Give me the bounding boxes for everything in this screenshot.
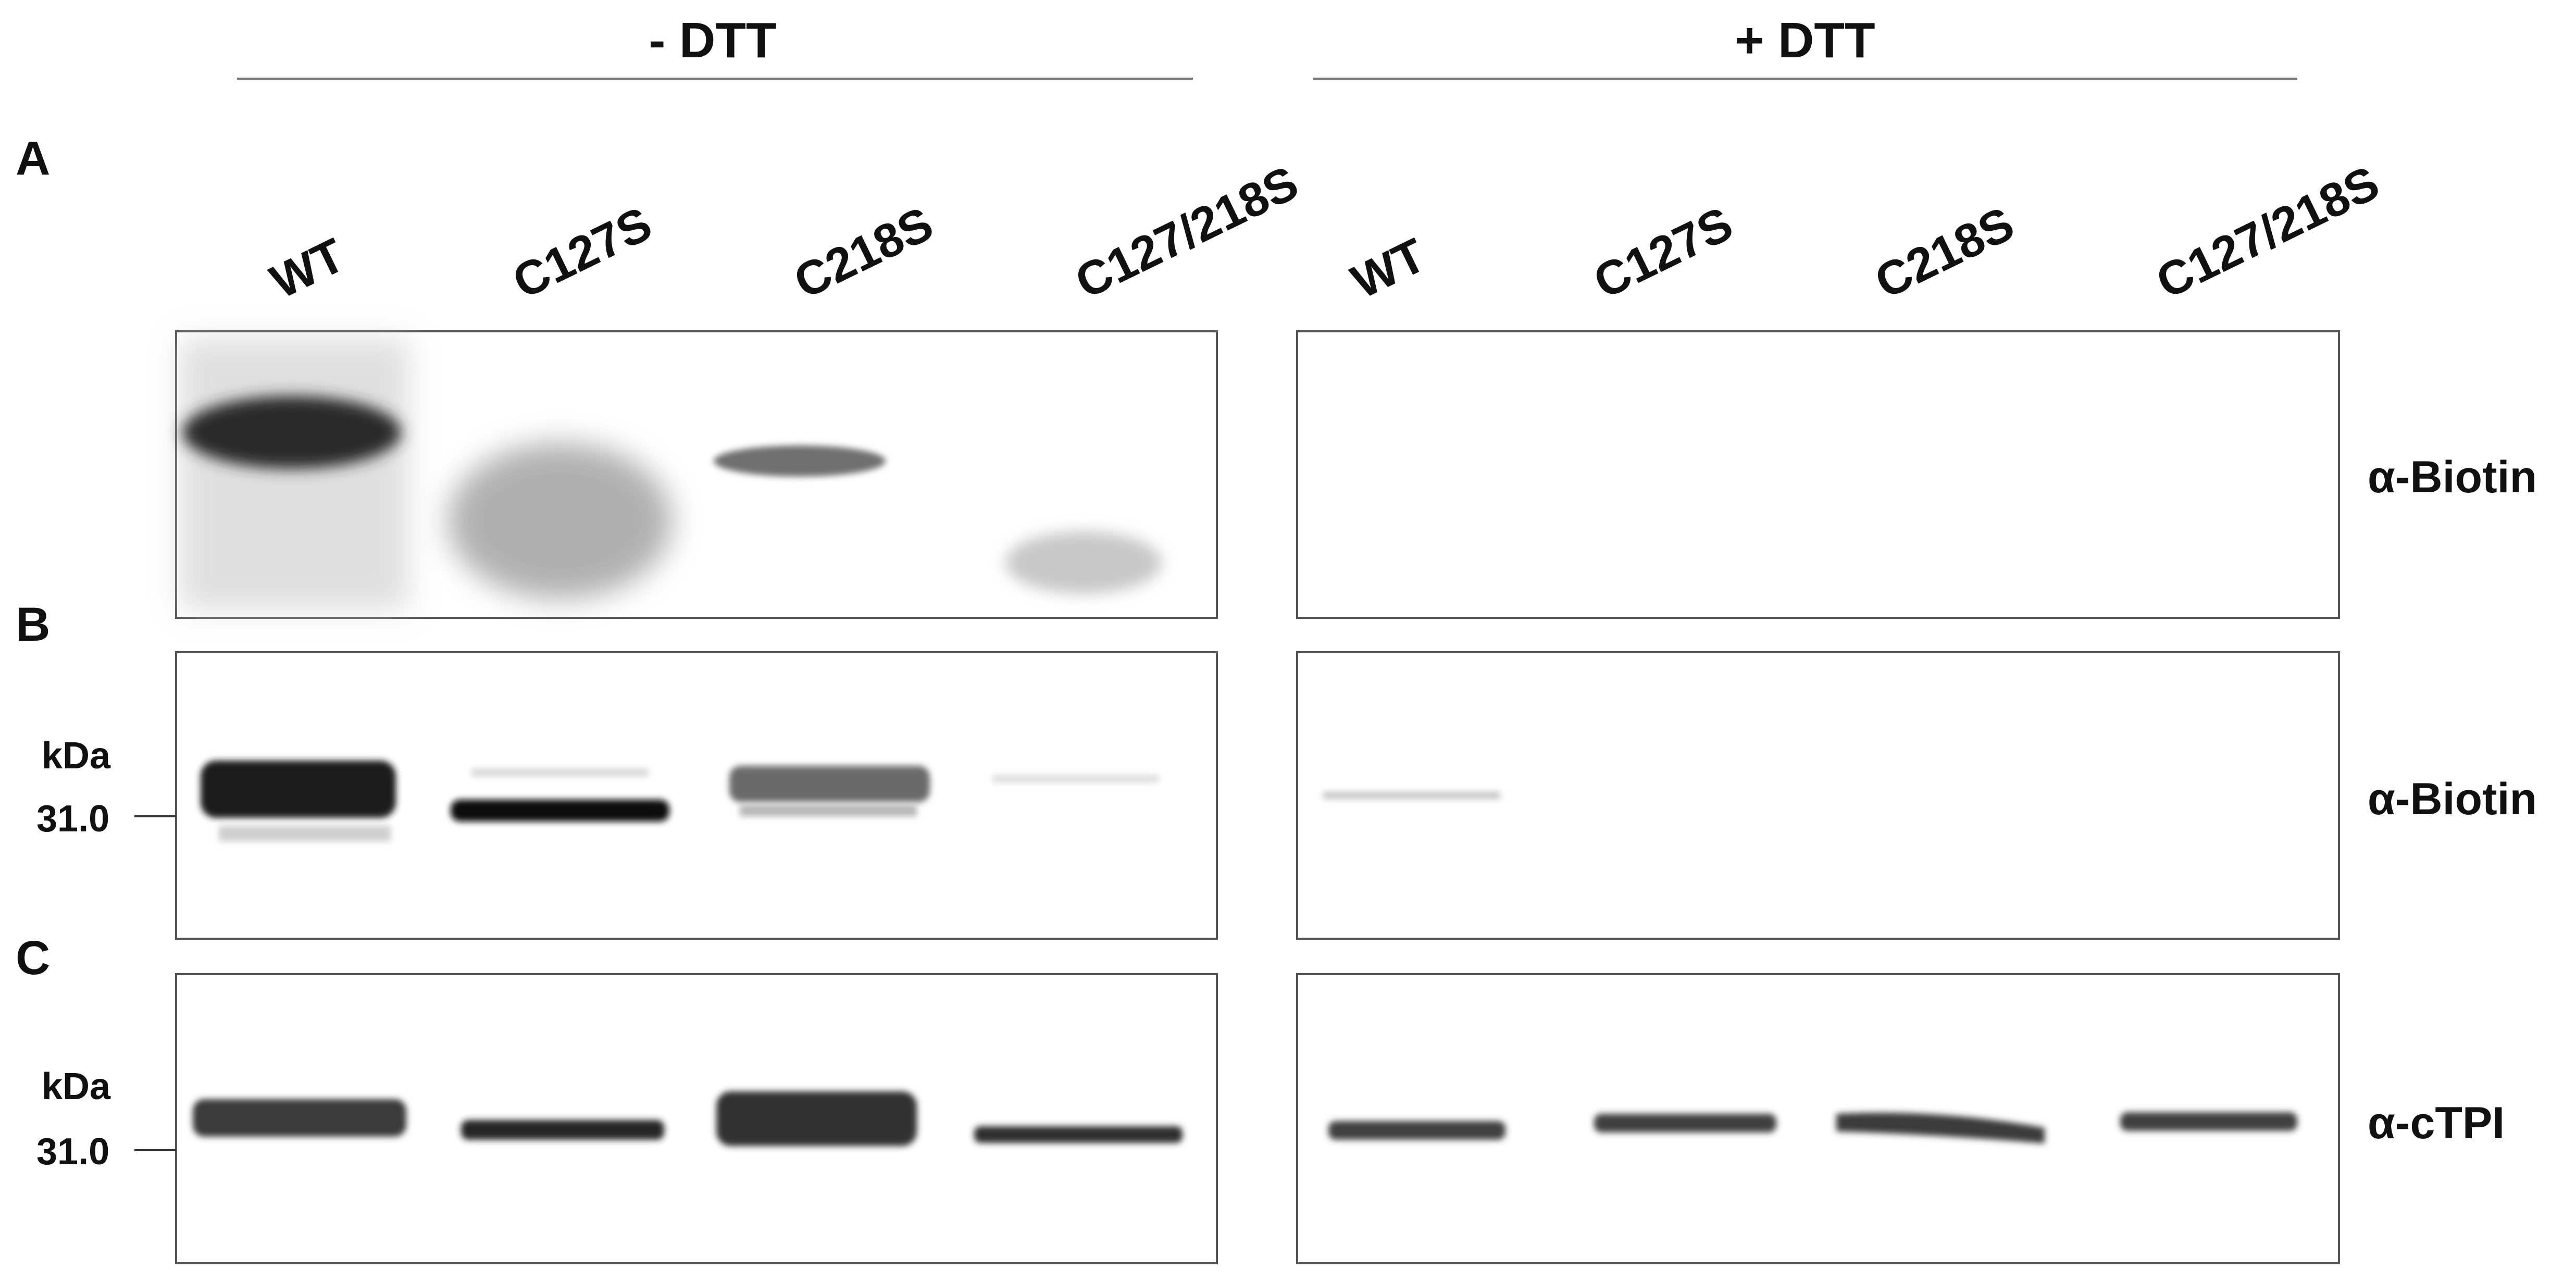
lane-label: C218S bbox=[786, 197, 941, 309]
band bbox=[716, 1091, 917, 1146]
marker-unit-c: kDa bbox=[42, 1066, 111, 1107]
blot-a-plus-dtt bbox=[1296, 330, 2340, 619]
panel-letter-c: C bbox=[16, 931, 50, 985]
lane-label: WT bbox=[263, 229, 353, 309]
panel-letter-b: B bbox=[16, 598, 50, 651]
band bbox=[193, 1099, 406, 1137]
marker-value-b: 31.0 bbox=[36, 798, 109, 840]
antibody-label-a: α-Biotin bbox=[2368, 452, 2537, 502]
antibody-label-c: α-cTPI bbox=[2368, 1098, 2505, 1148]
band bbox=[974, 1126, 1183, 1143]
lane-label: C127/218S bbox=[1067, 156, 1306, 308]
band bbox=[729, 766, 930, 816]
lane-label: C127/218S bbox=[2148, 156, 2387, 308]
band bbox=[1328, 1121, 1505, 1140]
band bbox=[451, 768, 669, 822]
lane-label: C127S bbox=[1586, 197, 1741, 309]
blot-c-plus-dtt bbox=[1296, 973, 2340, 1264]
blot-b-plus-dtt bbox=[1296, 651, 2340, 940]
blot-a-minus-dtt bbox=[175, 330, 1218, 619]
blot-c-minus-dtt bbox=[175, 973, 1218, 1264]
condition-label-minus-dtt: - DTT bbox=[649, 13, 776, 68]
band bbox=[1005, 531, 1162, 594]
band bbox=[461, 1120, 664, 1140]
condition-label-plus-dtt: + DTT bbox=[1735, 13, 1875, 68]
band bbox=[714, 445, 886, 477]
marker-unit-b: kDa bbox=[42, 735, 111, 777]
band bbox=[1836, 1112, 2045, 1143]
panel-letter-a: A bbox=[16, 132, 50, 185]
lane-label: C127S bbox=[505, 197, 660, 309]
band bbox=[201, 761, 396, 841]
lane-label: WT bbox=[1343, 229, 1434, 309]
band bbox=[2120, 1112, 2297, 1131]
band bbox=[1594, 1114, 1776, 1132]
band bbox=[1323, 792, 1500, 799]
band bbox=[448, 443, 672, 599]
antibody-label-b: α-Biotin bbox=[2368, 774, 2537, 824]
band bbox=[992, 775, 1159, 782]
lane-label: C218S bbox=[1867, 197, 2022, 309]
blot-b-minus-dtt bbox=[175, 651, 1218, 940]
marker-value-c: 31.0 bbox=[36, 1131, 109, 1173]
band bbox=[180, 339, 409, 609]
